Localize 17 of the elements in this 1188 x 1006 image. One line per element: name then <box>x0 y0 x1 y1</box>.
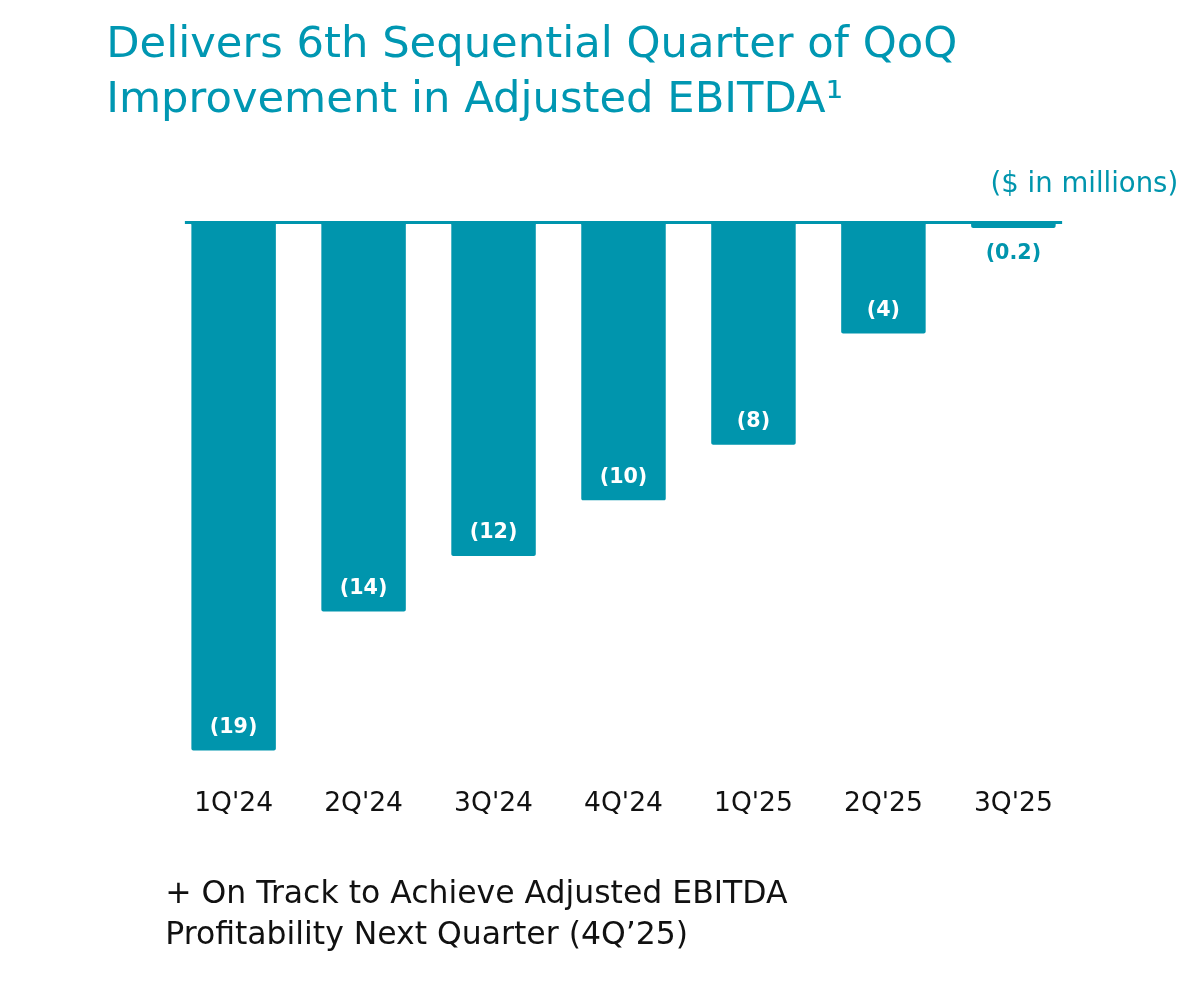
x-tick-label: 2Q'25 <box>843 785 923 817</box>
data-label: (19) <box>209 713 258 738</box>
x-tick-label: 2Q'24 <box>324 785 404 817</box>
x-tick-label: 4Q'24 <box>584 785 663 817</box>
data-label: (14) <box>339 574 388 599</box>
x-tick-label: 1Q'24 <box>194 785 274 817</box>
x-tick-label: 3Q'25 <box>973 785 1053 817</box>
x-tick-label: 1Q'25 <box>714 785 793 817</box>
chart-subtitle: ($ in millions) <box>990 165 1179 198</box>
data-label: (8) <box>736 408 771 433</box>
data-label: (4) <box>866 296 901 321</box>
data-label: (0.2) <box>985 240 1042 265</box>
data-label: (10) <box>599 463 648 488</box>
text: + On Track to Achieve Adjusted EBITDA Profitability Next Quarter (4Q’25) <box>165 873 788 952</box>
data-label: (12) <box>469 519 518 544</box>
x-tick-label: 3Q'24 <box>454 785 533 817</box>
chart-title: Delivers 6th Sequential Quarter of QoQ Improvement in Adjusted EBITDA¹ <box>106 17 958 123</box>
